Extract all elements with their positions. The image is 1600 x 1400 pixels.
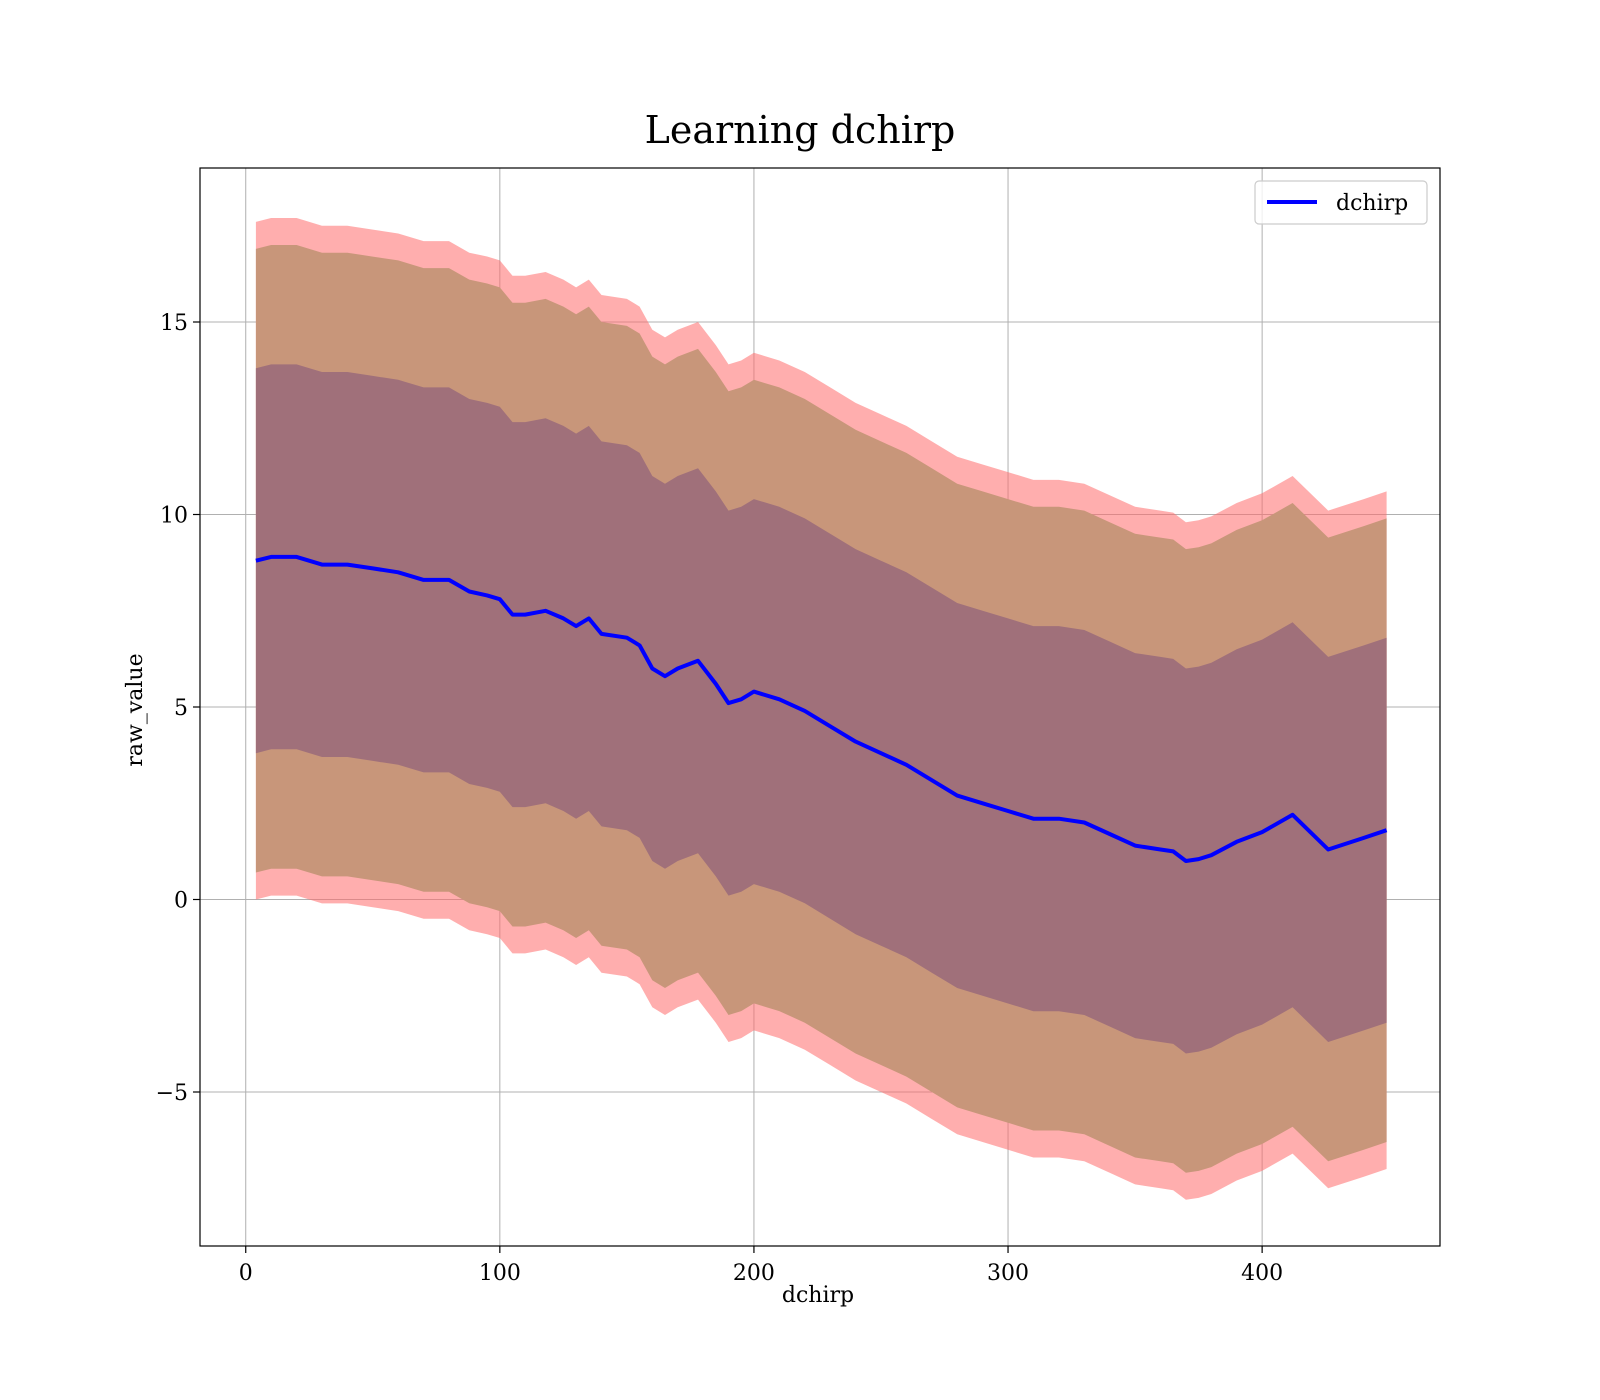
y-tick-label: 10 — [160, 504, 188, 529]
legend-label-dchirp: dchirp — [1336, 191, 1408, 216]
y-tick-label: 5 — [174, 696, 188, 721]
series-line-dchirp — [255, 554, 1388, 863]
y-tick-label: 0 — [174, 889, 188, 914]
band-layer — [255, 218, 1387, 1200]
band-inner — [255, 364, 1387, 1054]
line-layer — [255, 554, 1388, 863]
x-axis-label: dchirp — [782, 1283, 854, 1308]
chart-title: Learning dchirp — [645, 108, 956, 152]
x-tick-label: 200 — [733, 1261, 775, 1286]
legend: dchirp — [1254, 180, 1428, 225]
x-tick-label: 400 — [1241, 1261, 1283, 1286]
x-tick-label: 100 — [479, 1261, 521, 1286]
y-axis-label: raw_value — [123, 653, 148, 766]
x-tick-label: 0 — [239, 1261, 253, 1286]
x-tick-label: 300 — [987, 1261, 1029, 1286]
tick-layer: 0 100 200 300 400 −5 0 5 10 15 — [156, 311, 1284, 1286]
y-tick-label: 15 — [160, 311, 188, 336]
y-tick-label: −5 — [156, 1081, 188, 1106]
legend-box — [1254, 180, 1428, 225]
